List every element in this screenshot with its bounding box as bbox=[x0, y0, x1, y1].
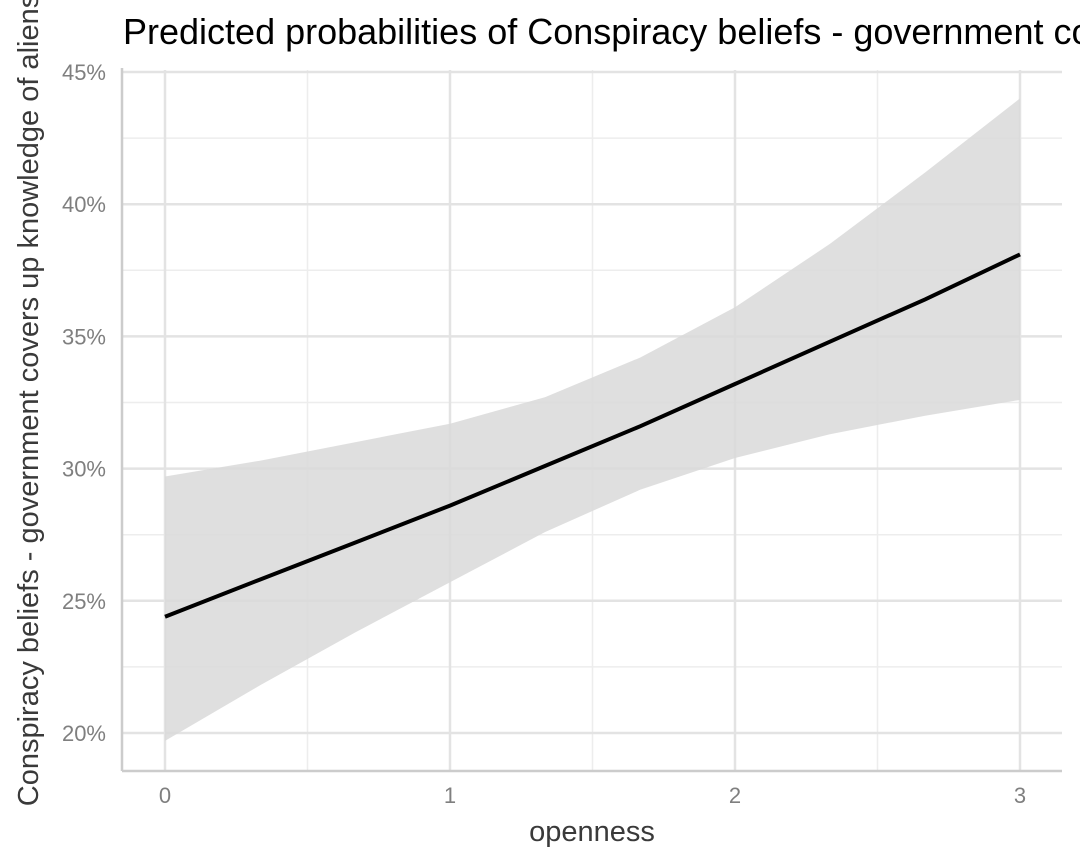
x-tick-label: 3 bbox=[1014, 783, 1026, 808]
y-tick-label: 25% bbox=[62, 589, 106, 614]
y-tick-label: 30% bbox=[62, 457, 106, 482]
x-tick-label: 0 bbox=[159, 783, 171, 808]
y-tick-labels: 20% 25% 30% 35% 40% 45% bbox=[62, 60, 106, 746]
y-axis-label: Conspiracy beliefs - government covers u… bbox=[13, 0, 45, 806]
x-tick-labels: 0 1 2 3 bbox=[159, 783, 1026, 808]
confidence-ribbon bbox=[165, 98, 1020, 741]
y-tick-label: 35% bbox=[62, 324, 106, 349]
x-tick-label: 1 bbox=[444, 783, 456, 808]
y-tick-label: 40% bbox=[62, 192, 106, 217]
series-line bbox=[164, 252, 1021, 619]
y-tick-label: 45% bbox=[62, 60, 106, 85]
x-tick-label: 2 bbox=[729, 783, 741, 808]
chart-title: Predicted probabilities of Conspiracy be… bbox=[123, 11, 1080, 52]
x-axis-label: openness bbox=[529, 816, 655, 848]
axes bbox=[120, 68, 1062, 773]
y-tick-label: 20% bbox=[62, 721, 106, 746]
